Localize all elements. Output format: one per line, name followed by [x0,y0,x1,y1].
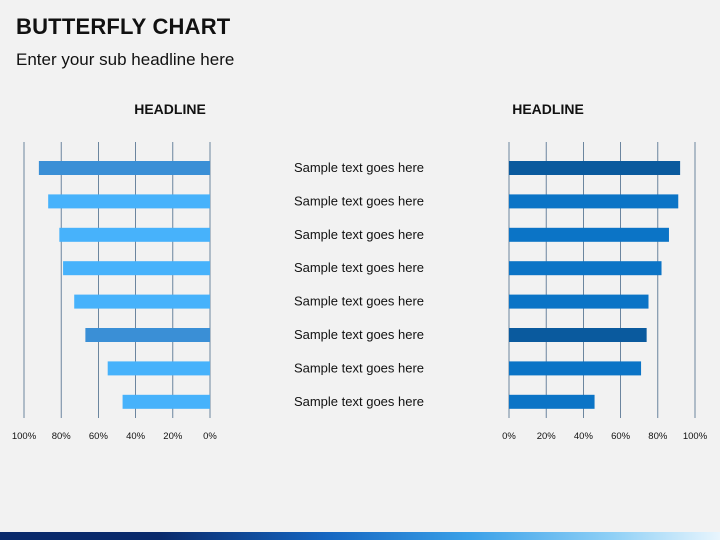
left-bar [122,394,210,409]
left-bar [48,194,211,209]
page-subtitle: Enter your sub headline here [16,50,235,69]
category-label: Sample text goes here [294,227,424,242]
right-bar [509,227,669,242]
category-label: Sample text goes here [294,394,424,409]
right-bar [509,294,649,309]
left-tick-label: 20% [163,431,183,442]
right-bar [509,261,662,276]
right-bar [509,194,679,209]
left-tick-label: 80% [52,431,72,442]
right-tick-label: 80% [648,431,668,442]
category-label: Sample text goes here [294,193,424,208]
left-tick-label: 60% [89,431,109,442]
left-bar [85,328,210,342]
left-panel-headline: HEADLINE [134,101,206,117]
category-label: Sample text goes here [294,260,424,275]
left-tick-label: 40% [126,431,146,442]
right-bar [509,394,595,409]
right-bar [509,328,647,342]
right-bar [509,361,642,376]
category-label: Sample text goes here [294,360,424,375]
right-tick-label: 60% [611,431,631,442]
left-bar [59,227,211,242]
left-bar [38,161,210,175]
page-title: BUTTERFLY CHART [16,14,231,39]
left-tick-label: 100% [12,431,37,442]
left-bar [107,361,210,376]
category-label: Sample text goes here [294,327,424,342]
category-label: Sample text goes here [294,294,424,309]
right-panel-headline: HEADLINE [512,101,584,117]
left-tick-label: 0% [203,431,217,442]
bottom-decorative-band [0,532,720,540]
category-label: Sample text goes here [294,160,424,175]
right-tick-label: 40% [574,431,594,442]
right-bar [509,161,681,175]
left-bar [74,294,210,309]
right-tick-label: 100% [683,431,708,442]
right-tick-label: 0% [502,431,516,442]
left-bar [63,261,211,276]
right-tick-label: 20% [537,431,557,442]
